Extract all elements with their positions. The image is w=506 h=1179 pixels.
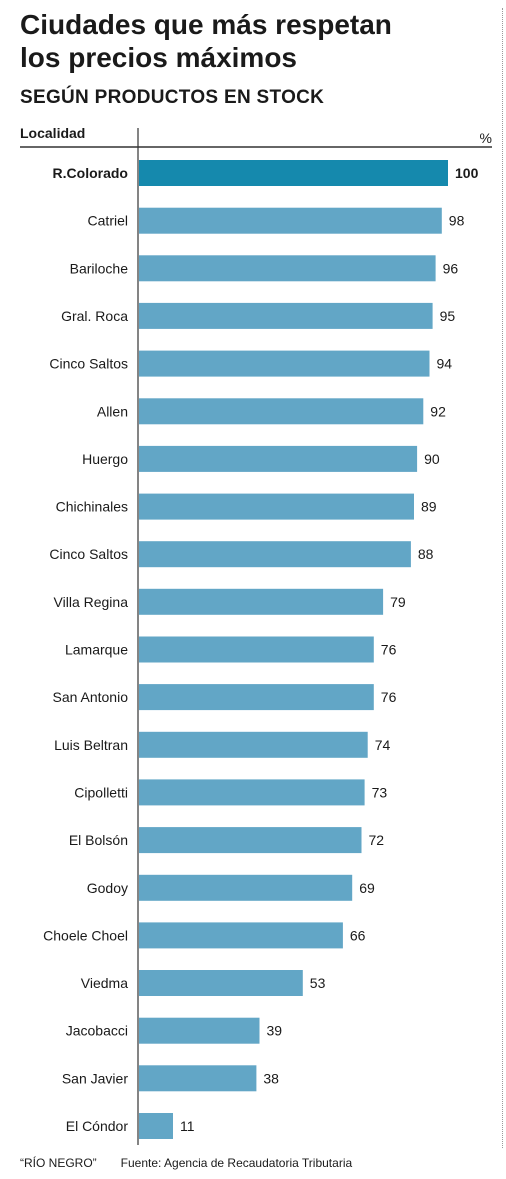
bar-9 — [139, 588, 384, 615]
category-label-14: El Bolsón — [69, 832, 128, 848]
bar-1 — [139, 207, 442, 234]
bar-15 — [139, 874, 353, 901]
category-label-5: Allen — [97, 403, 128, 419]
bar-6 — [139, 445, 418, 472]
value-label-10: 76 — [381, 642, 397, 658]
bar-5 — [139, 398, 424, 425]
bar-4 — [139, 350, 430, 377]
category-label-15: Godoy — [87, 880, 128, 896]
dotted-edge — [502, 8, 503, 1148]
bar-12 — [139, 731, 368, 758]
category-label-19: San Javier — [62, 1070, 128, 1086]
value-label-20: 11 — [180, 1118, 195, 1134]
category-label-20: El Cóndor — [66, 1118, 129, 1134]
category-label-6: Huergo — [82, 451, 128, 467]
category-label-8: Cinco Saltos — [49, 546, 128, 562]
value-label-1: 98 — [449, 213, 465, 229]
value-label-15: 69 — [359, 880, 375, 896]
value-label-12: 74 — [375, 737, 391, 753]
chart-subtitle: SEGÚN PRODUCTOS EN STOCK — [20, 87, 325, 108]
value-label-7: 89 — [421, 499, 437, 515]
value-label-8: 88 — [418, 546, 434, 562]
bar-10 — [139, 636, 374, 663]
category-label-16: Choele Choel — [43, 927, 128, 943]
value-label-16: 66 — [350, 927, 366, 943]
bar-20 — [139, 1113, 173, 1139]
value-label-17: 53 — [310, 975, 326, 991]
bar-8 — [139, 541, 411, 568]
category-label-4: Cinco Saltos — [49, 356, 128, 372]
value-label-19: 38 — [263, 1070, 279, 1086]
value-label-5: 92 — [430, 403, 446, 419]
credit-text: “RÍO NEGRO” — [20, 1156, 97, 1170]
bar-11 — [139, 684, 374, 711]
category-label-0: R.Colorado — [53, 165, 128, 181]
bar-13 — [139, 779, 365, 806]
bar-16 — [139, 922, 343, 949]
value-label-2: 96 — [443, 260, 459, 276]
source-text: Fuente: Agencia de Recaudatoria Tributar… — [120, 1156, 353, 1170]
bar-7 — [139, 493, 414, 520]
unit-label: % — [480, 130, 492, 146]
bars-group: R.Colorado 100 Catriel 98 Bariloche 96 Gral. R… — [43, 160, 479, 1139]
category-label-1: Catriel — [88, 213, 128, 229]
bar-14 — [139, 827, 362, 854]
bar-0 — [139, 160, 448, 186]
category-label-11: San Antonio — [52, 689, 128, 705]
category-label-2: Bariloche — [70, 260, 129, 276]
category-label-10: Lamarque — [65, 642, 128, 658]
category-label-7: Chichinales — [56, 499, 128, 515]
category-label-17: Viedma — [81, 975, 128, 991]
category-label-12: Luis Beltran — [54, 737, 128, 753]
value-label-0: 100 — [455, 165, 479, 181]
bar-3 — [139, 302, 433, 329]
category-header: Localidad — [20, 125, 85, 141]
bar-19 — [139, 1065, 257, 1092]
value-label-11: 76 — [381, 689, 397, 705]
category-label-18: Jacobacci — [66, 1023, 128, 1039]
chart-title: Ciudades que más respetan los precios má… — [20, 9, 392, 73]
category-label-13: Cipolletti — [74, 784, 128, 800]
bar-chart: Localidad % R.Colorado 100 Catriel 98 Barilo… — [20, 125, 492, 1145]
value-label-13: 73 — [372, 784, 388, 800]
value-label-14: 72 — [369, 832, 385, 848]
category-label-9: Villa Regina — [54, 594, 129, 610]
value-label-9: 79 — [390, 594, 406, 610]
value-label-3: 95 — [440, 308, 456, 324]
category-label-3: Gral. Roca — [61, 308, 128, 324]
value-label-18: 39 — [267, 1023, 283, 1039]
value-label-4: 94 — [437, 356, 453, 372]
bar-17 — [139, 970, 303, 996]
value-label-6: 90 — [424, 451, 440, 467]
bar-2 — [139, 255, 436, 282]
bar-18 — [139, 1017, 260, 1044]
footer: “RÍO NEGRO” Fuente: Agencia de Recaudator… — [20, 1156, 352, 1170]
